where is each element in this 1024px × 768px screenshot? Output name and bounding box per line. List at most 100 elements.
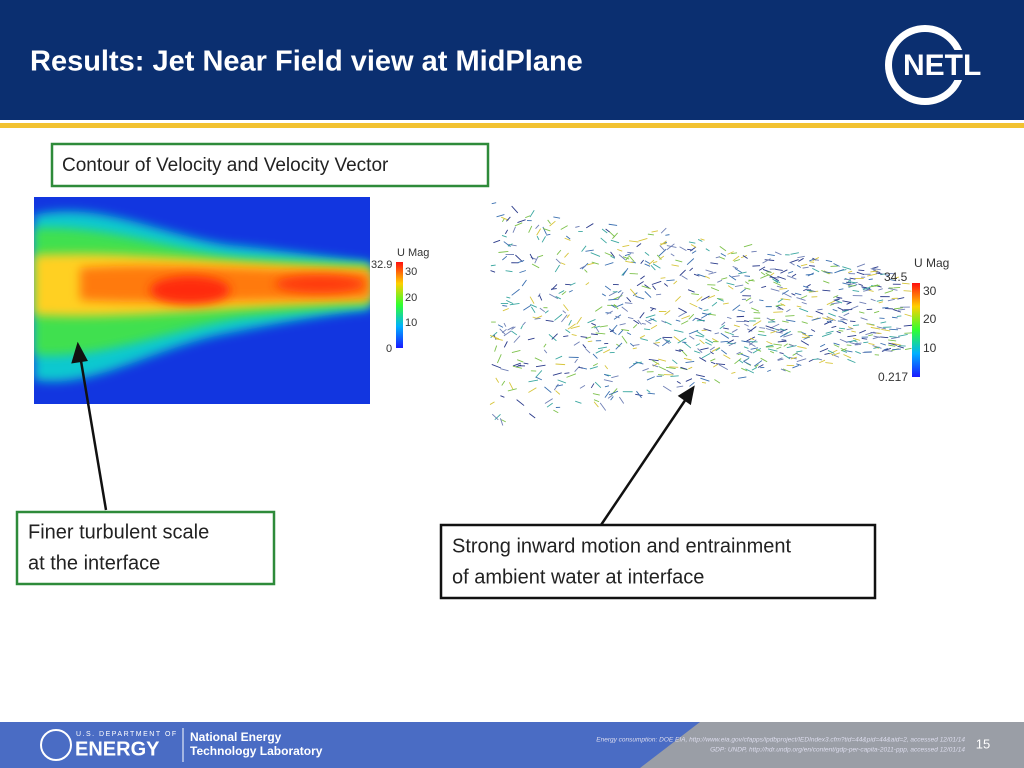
- vector: [781, 290, 789, 295]
- vector: [529, 413, 536, 419]
- vector: [626, 332, 632, 336]
- vector: [595, 332, 606, 335]
- vector: [852, 337, 861, 341]
- vector: [703, 328, 712, 332]
- vector: [660, 240, 667, 246]
- vector: [796, 297, 806, 301]
- arrow: [78, 354, 108, 511]
- vector: [512, 226, 516, 233]
- vector: [519, 270, 527, 274]
- vector: [662, 339, 670, 347]
- vector: [801, 321, 808, 324]
- vector: [709, 346, 715, 351]
- vector: [696, 296, 703, 302]
- vector: [803, 285, 809, 289]
- vector: [700, 377, 710, 382]
- vector: [646, 376, 655, 381]
- vector: [511, 205, 519, 214]
- colorbar-label: 32.9: [371, 259, 392, 271]
- vector: [503, 341, 508, 348]
- colorbar-title: U Mag: [397, 247, 429, 259]
- vector: [901, 282, 910, 285]
- vector: [780, 269, 788, 274]
- vector: [872, 284, 880, 287]
- vector: [685, 361, 695, 364]
- vector: [681, 275, 688, 280]
- vector: [666, 279, 675, 282]
- vector: [654, 341, 660, 344]
- vector: [875, 272, 883, 275]
- vector: [585, 223, 594, 229]
- vector: [881, 347, 892, 352]
- vector: [822, 289, 831, 292]
- vector: [591, 333, 598, 336]
- vector: [671, 264, 679, 267]
- vector: [720, 332, 730, 339]
- doe-small: U.S. DEPARTMENT OF: [76, 731, 178, 738]
- vector: [677, 337, 687, 344]
- vector: [610, 251, 615, 258]
- lab-name: Technology Laboratory: [190, 744, 323, 758]
- vector: [741, 367, 748, 372]
- vector: [847, 281, 857, 284]
- vector: [553, 409, 559, 414]
- vector: [866, 323, 875, 326]
- vector: [873, 310, 880, 314]
- vector: [769, 350, 775, 354]
- vector: [610, 239, 620, 244]
- vector: [604, 262, 614, 266]
- vector: [766, 340, 773, 345]
- vector: [648, 358, 659, 362]
- vector: [851, 330, 856, 333]
- vector: [504, 229, 509, 235]
- vector: [847, 270, 853, 274]
- vector: [503, 322, 507, 327]
- vector: [775, 279, 781, 284]
- vector: [852, 324, 860, 327]
- vector: [496, 214, 505, 218]
- vector: [710, 361, 716, 365]
- vector: [885, 308, 894, 310]
- vector: [783, 354, 791, 360]
- vector: [859, 329, 866, 334]
- vector: [660, 227, 667, 234]
- vector: [631, 261, 636, 264]
- vector: [701, 381, 707, 384]
- vector: [830, 302, 840, 305]
- vector: [741, 340, 750, 343]
- vector: [829, 303, 835, 306]
- citation: Energy consumption: DOE EIA, http://www.…: [596, 737, 965, 744]
- vector: [778, 328, 788, 334]
- vector: [786, 275, 797, 280]
- vector: [652, 359, 660, 365]
- vector: [766, 271, 772, 273]
- page-number: 15: [976, 736, 990, 751]
- vector: [737, 352, 743, 356]
- vector: [891, 316, 898, 319]
- vector: [567, 323, 576, 330]
- vector: [611, 324, 618, 332]
- vector: [604, 373, 609, 377]
- vector: [788, 271, 794, 274]
- vector: [705, 338, 714, 344]
- vector: [770, 288, 780, 292]
- vector: [767, 369, 772, 372]
- vector: [595, 327, 600, 333]
- vector: [747, 349, 753, 354]
- citation: GDP: UNDP, http://hdr.undp.org/en/conten…: [710, 747, 965, 754]
- vector: [556, 249, 562, 255]
- vector: [658, 358, 667, 362]
- vector: [839, 327, 846, 330]
- vector: [564, 237, 571, 241]
- vector: [496, 354, 502, 364]
- vector: [720, 340, 729, 343]
- vector: [878, 288, 883, 291]
- vector: [873, 335, 881, 338]
- vector: [891, 342, 902, 346]
- label-text: Contour of Velocity and Velocity Vector: [62, 155, 389, 176]
- vector: [637, 319, 642, 325]
- vector: [843, 278, 852, 281]
- vector: [858, 269, 865, 272]
- vector: [728, 341, 737, 347]
- vector: [750, 347, 759, 350]
